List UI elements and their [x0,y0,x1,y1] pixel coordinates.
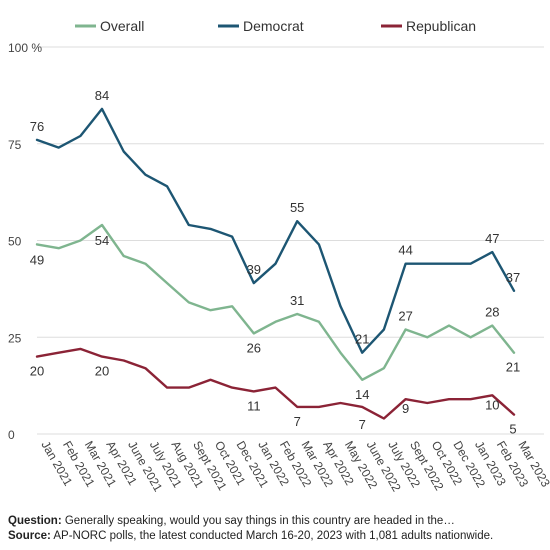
data-label: 47 [485,231,499,246]
data-label: 21 [506,360,520,375]
data-label: 20 [30,364,44,379]
chart-series-lines [35,107,516,420]
y-tick-label: 75 [8,138,22,152]
data-label: 44 [398,243,412,258]
legend-label-republican: Republican [406,18,476,34]
data-label: 31 [290,293,304,308]
data-label: 7 [359,417,366,432]
legend-label-democrat: Democrat [243,18,304,34]
source-label: Source: [8,530,51,542]
y-tick-label: 0 [8,428,15,442]
data-label: 84 [95,88,109,103]
legend-label-overall: Overall [100,18,144,34]
data-label: 27 [398,309,412,324]
series-line-republican [35,347,516,420]
y-tick-label: 50 [8,235,22,249]
data-label: 49 [30,252,44,267]
y-tick-label: 100 % [8,41,42,55]
chart-gridlines [37,46,544,435]
data-label: 21 [355,332,369,347]
data-label: 37 [506,270,520,285]
y-tick-label: 25 [8,331,22,345]
data-label: 5 [509,422,516,437]
source-text: AP-NORC polls, the latest conducted Marc… [50,530,494,542]
data-label: 55 [290,200,304,215]
data-label: 76 [30,119,44,134]
data-label: 54 [95,233,109,248]
data-label: 7 [294,414,301,429]
data-label: 39 [247,262,261,277]
data-label: 20 [95,364,109,379]
chart-legend: Overall Democrat Republican [75,18,476,34]
series-line-democrat [35,107,516,354]
data-label: 26 [247,340,261,355]
question-text: Generally speaking, would you say things… [61,515,455,527]
data-label: 28 [485,305,499,320]
data-label: 14 [355,387,369,402]
question-line: Question: Generally speaking, would you … [8,514,544,529]
data-label: 11 [247,398,261,413]
question-label: Question: [8,515,62,527]
data-label: 9 [402,401,409,416]
data-label: 10 [485,397,499,412]
series-line-overall [35,223,516,381]
y-axis-ticks: 0 25 50 75 100 % [8,41,42,442]
chart-footer: Question: Generally speaking, would you … [8,514,544,544]
source-line: Source: AP-NORC polls, the latest conduc… [8,529,544,544]
chart-data-labels: 76 84 39 55 21 44 47 37 49 54 26 31 14 27 28 21 20 20 11 7 7… [30,88,520,437]
